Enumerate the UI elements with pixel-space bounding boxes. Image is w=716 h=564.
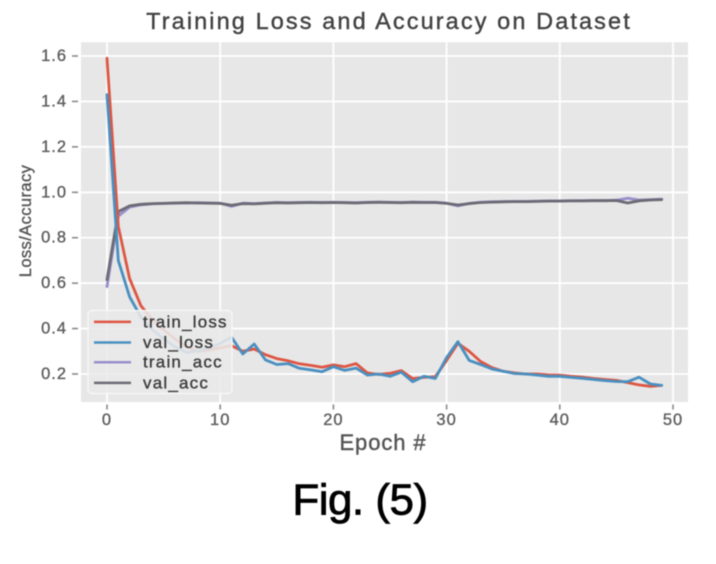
svg-text:train_acc: train_acc [143,353,223,372]
svg-text:0.4: 0.4 [41,320,67,338]
svg-text:0.6: 0.6 [41,274,67,292]
svg-text:20: 20 [323,411,343,429]
svg-text:train_loss: train_loss [143,312,228,331]
svg-text:val_loss: val_loss [143,333,214,352]
svg-text:Loss/Accuracy: Loss/Accuracy [17,164,35,277]
svg-text:30: 30 [436,411,456,429]
svg-text:50: 50 [663,411,683,429]
svg-text:1.4: 1.4 [41,92,67,110]
svg-text:val_acc: val_acc [143,373,209,392]
svg-text:10: 10 [210,411,230,429]
svg-text:0.8: 0.8 [41,229,67,247]
svg-text:1.2: 1.2 [41,138,67,156]
svg-text:1.0: 1.0 [41,183,67,201]
svg-text:Fig. (5): Fig. (5) [292,476,427,525]
svg-text:Epoch #: Epoch # [339,430,426,455]
svg-text:Training Loss and Accuracy on: Training Loss and Accuracy on Dataset [146,8,632,34]
svg-text:0.2: 0.2 [41,365,67,383]
svg-text:40: 40 [550,411,570,429]
svg-text:1.6: 1.6 [41,47,67,65]
svg-text:0: 0 [102,411,112,429]
